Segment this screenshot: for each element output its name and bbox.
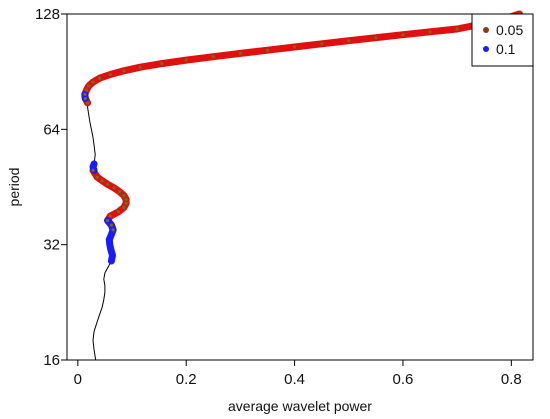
data-point <box>109 223 113 227</box>
data-point <box>83 92 87 96</box>
plot-frame <box>66 13 534 361</box>
y-tick-label: 16 <box>43 352 60 369</box>
x-axis: 0 0.2 0.4 0.6 0.8 <box>74 360 522 388</box>
data-point <box>91 168 95 172</box>
legend-label: 0.05 <box>496 22 523 38</box>
y-axis: 16 32 64 128 <box>35 6 67 369</box>
data-point <box>138 65 142 69</box>
data-point <box>122 193 126 198</box>
x-tick-label: 0.6 <box>393 371 414 388</box>
data-point <box>265 48 270 52</box>
data-point <box>160 62 164 66</box>
data-point <box>106 218 110 223</box>
x-axis-title: average wavelet power <box>228 398 372 414</box>
x-tick-label: 0.8 <box>501 371 522 388</box>
legend-marker <box>483 27 489 33</box>
data-point <box>100 179 104 183</box>
data-point <box>455 27 459 31</box>
x-tick-label: 0.4 <box>284 371 305 388</box>
data-point <box>87 84 91 88</box>
data-point <box>320 42 324 46</box>
data-point <box>91 80 95 84</box>
y-tick-label: 128 <box>35 6 60 23</box>
data-point <box>347 39 351 43</box>
data-point <box>84 88 89 92</box>
data-point <box>374 36 378 40</box>
x-tick-label: 0.2 <box>176 371 197 388</box>
data-point <box>124 201 128 205</box>
data-point <box>428 30 432 34</box>
data-point <box>86 101 90 105</box>
data-point <box>112 186 116 190</box>
legend-marker <box>483 46 489 52</box>
data-point <box>111 228 115 232</box>
legend: 0.05 0.1 <box>471 13 534 67</box>
series-line-sig-0.05 <box>81 10 523 107</box>
data-point <box>184 58 188 62</box>
data-point <box>108 214 112 218</box>
data-point <box>83 97 87 101</box>
data-point <box>116 210 121 214</box>
data-point <box>95 175 99 179</box>
data-point <box>106 182 110 186</box>
data-point <box>118 190 122 194</box>
data-point <box>211 55 215 59</box>
data-point <box>122 205 126 210</box>
data-point <box>108 72 112 77</box>
data-point <box>122 69 126 73</box>
x-tick-label: 0 <box>74 371 82 388</box>
y-tick-label: 64 <box>43 121 60 138</box>
data-point <box>124 197 128 201</box>
y-axis-title: period <box>6 168 22 207</box>
legend-box <box>471 13 534 67</box>
y-tick-label: 32 <box>43 237 60 254</box>
data-point <box>293 45 297 49</box>
data-point <box>238 51 242 56</box>
data-point <box>401 33 405 37</box>
data-point <box>97 76 102 80</box>
legend-label: 0.1 <box>496 41 516 57</box>
series-line-sig-0.1 <box>104 217 117 265</box>
curve-layer <box>81 10 523 361</box>
